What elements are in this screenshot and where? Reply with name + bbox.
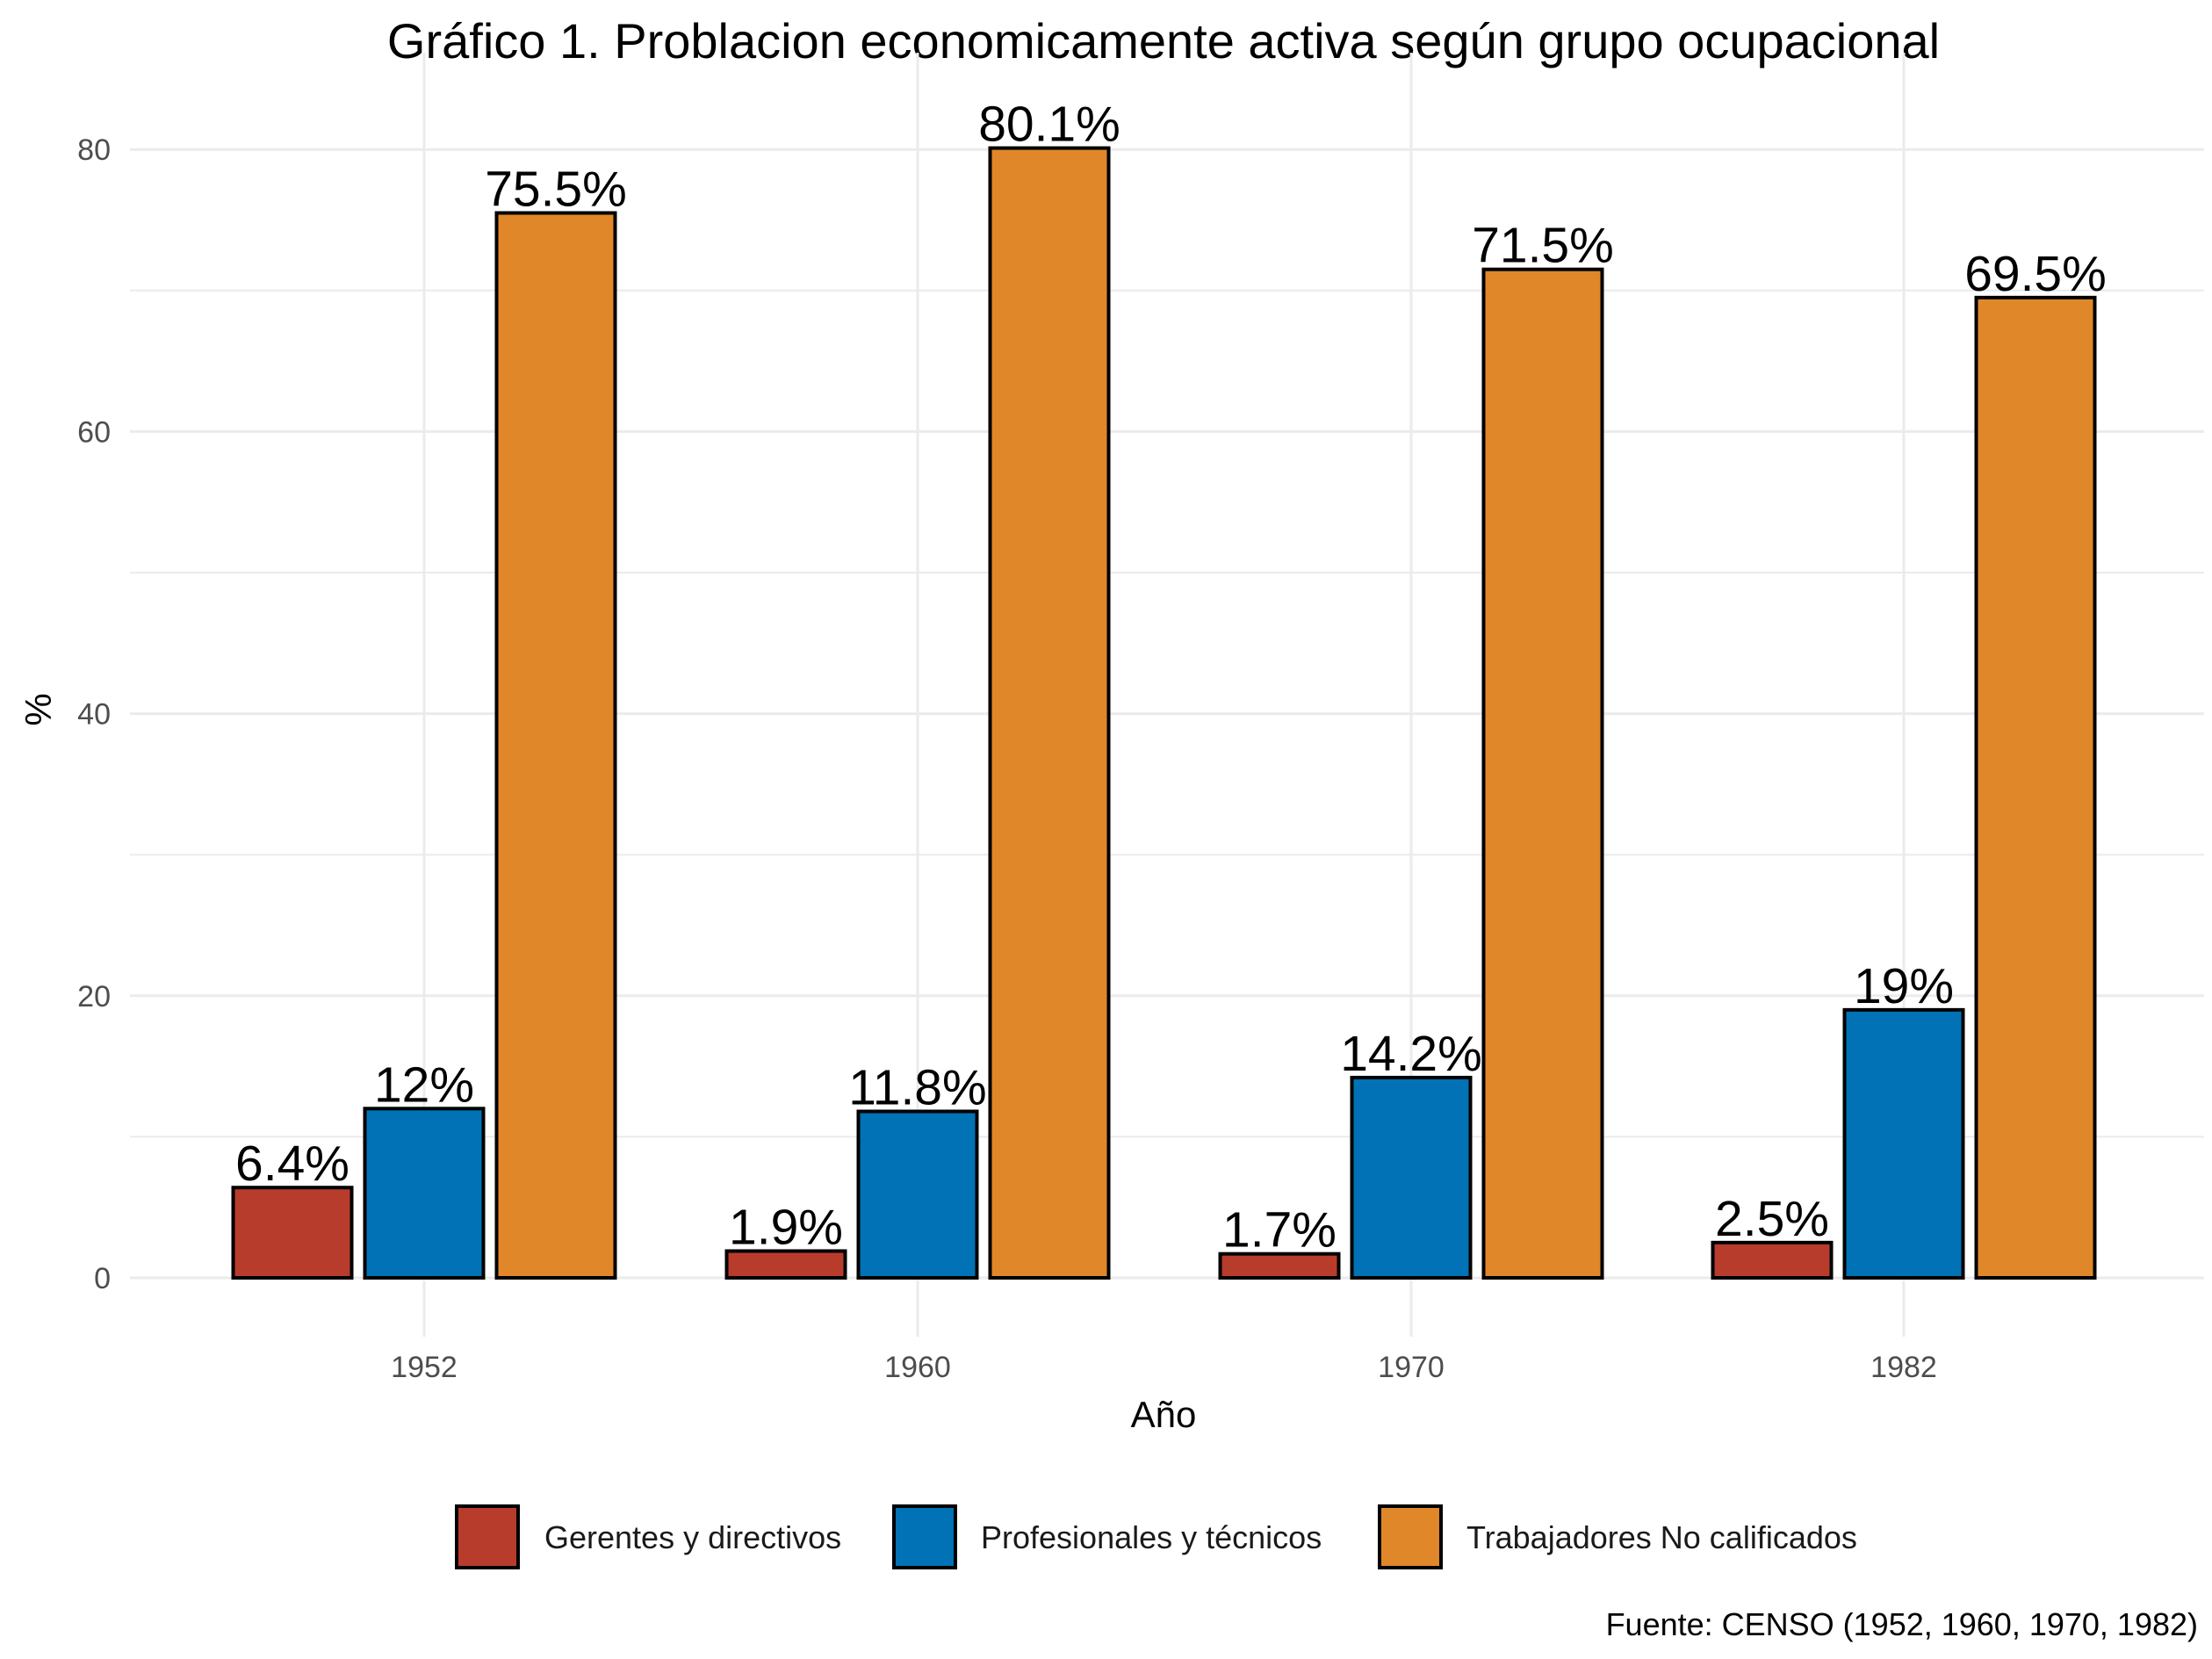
legend-label: Trabajadores No calificados	[1466, 1519, 1857, 1555]
y-axis-ticks: 0 20 40 60 80	[77, 133, 111, 1295]
bar	[988, 146, 1111, 1280]
y-tick-label: 80	[77, 133, 111, 167]
bar	[724, 1249, 847, 1280]
legend: Gerentes y directivos Profesionales y téc…	[455, 1504, 1857, 1569]
bar	[363, 1107, 486, 1280]
legend-swatch	[1378, 1504, 1443, 1569]
x-tick-label: 1982	[1870, 1351, 1937, 1384]
bar-value-label: 1.7%	[1222, 1202, 1337, 1259]
bar	[1350, 1075, 1473, 1280]
bar	[231, 1186, 354, 1280]
x-axis-ticks: 1952 1960 1970 1982	[391, 1351, 1937, 1384]
bar-value-label: 69.5%	[1964, 246, 2107, 302]
legend-swatch	[455, 1504, 520, 1569]
bar	[1711, 1240, 1834, 1280]
x-tick-label: 1952	[391, 1351, 458, 1384]
y-tick-label: 60	[77, 415, 111, 449]
legend-label: Gerentes y directivos	[544, 1519, 841, 1555]
x-tick-label: 1960	[884, 1351, 951, 1384]
bar-value-label: 19%	[1854, 958, 1954, 1014]
x-axis-title: Año	[1131, 1394, 1197, 1435]
bar-labels: 6.4% 1.9% 1.7% 2.5% 12% 11.8% 14.2% 19% 75.5% 80.…	[235, 97, 2107, 1259]
chart-title: Gráfico 1. Problacion economicamente act…	[387, 13, 1940, 69]
bar	[494, 211, 617, 1280]
bar-value-label: 11.8%	[848, 1059, 986, 1115]
bar-value-label: 12%	[374, 1057, 474, 1113]
bar	[856, 1109, 979, 1280]
bar-value-label: 75.5%	[485, 161, 627, 217]
bar-value-label: 71.5%	[1472, 218, 1614, 274]
bar	[1974, 295, 2097, 1280]
bar-value-label: 1.9%	[729, 1199, 843, 1255]
bar-value-label: 6.4%	[235, 1136, 349, 1192]
bar	[1481, 267, 1604, 1280]
y-tick-label: 20	[77, 980, 111, 1013]
bar-value-label: 80.1%	[978, 97, 1120, 153]
legend-swatch	[892, 1504, 957, 1569]
bar	[1218, 1251, 1341, 1280]
legend-label: Profesionales y técnicos	[981, 1519, 1322, 1555]
chart-caption: Fuente: CENSO (1952, 1960, 1970, 1982)	[1606, 1606, 2198, 1642]
bar	[1842, 1007, 1965, 1280]
y-tick-label: 0	[94, 1262, 111, 1295]
bar-value-label: 14.2%	[1340, 1026, 1482, 1082]
x-tick-label: 1970	[1378, 1351, 1445, 1384]
y-axis-title: %	[18, 693, 59, 725]
y-tick-label: 40	[77, 698, 111, 732]
bars	[231, 146, 2097, 1280]
bar-value-label: 2.5%	[1715, 1191, 1829, 1247]
